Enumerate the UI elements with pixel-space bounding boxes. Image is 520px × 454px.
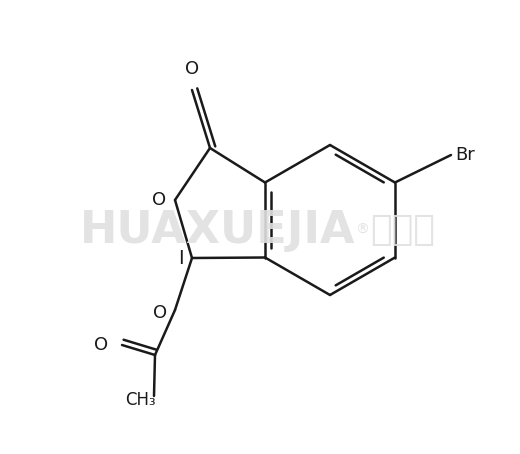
Text: O: O <box>185 60 199 78</box>
Text: O: O <box>152 191 166 209</box>
Text: O: O <box>94 336 108 354</box>
Text: O: O <box>153 304 167 322</box>
Text: CH₃: CH₃ <box>125 391 155 409</box>
Text: HUAXUEJIA: HUAXUEJIA <box>80 208 356 252</box>
Text: ®: ® <box>355 223 369 237</box>
Text: Br: Br <box>455 146 475 164</box>
Text: 化学加: 化学加 <box>370 213 435 247</box>
Text: I: I <box>178 248 184 267</box>
